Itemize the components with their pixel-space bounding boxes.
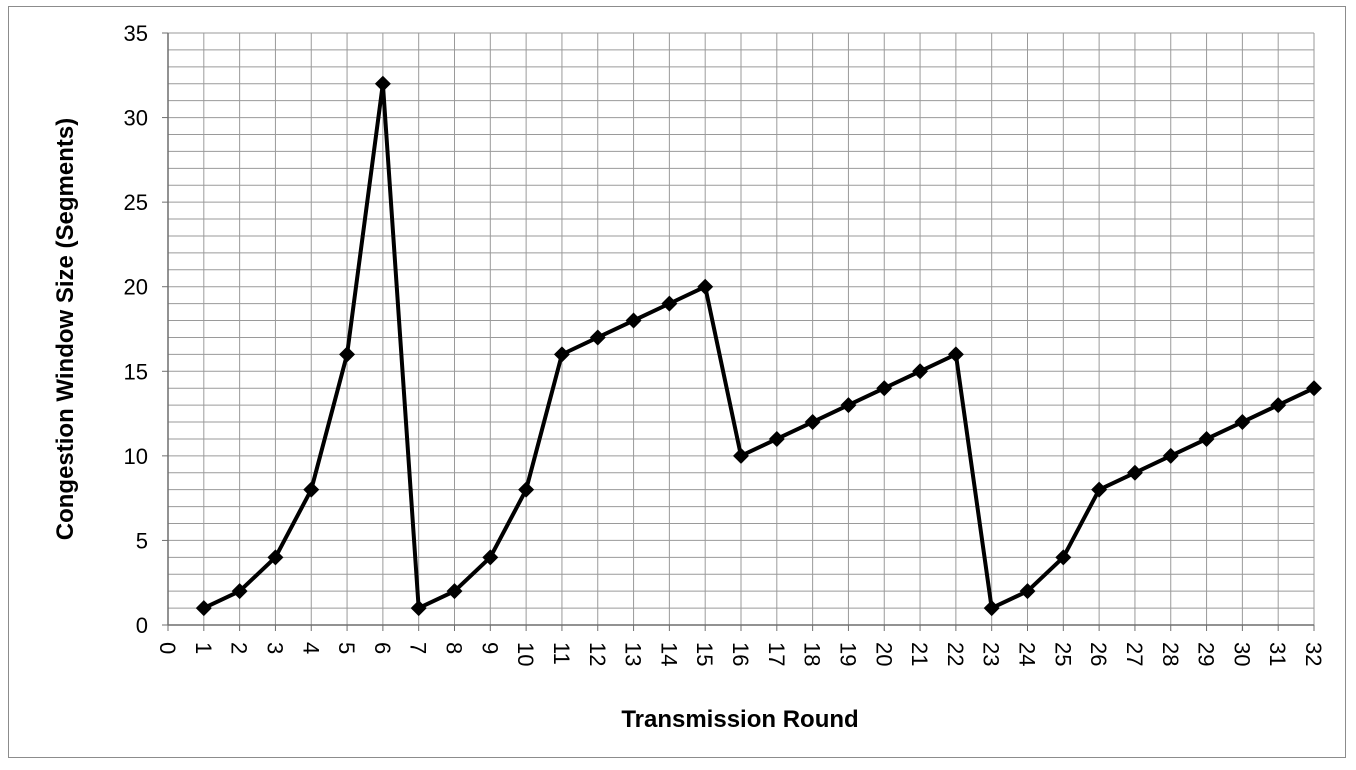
data-point-marker <box>410 600 427 617</box>
data-point-marker <box>876 380 893 397</box>
x-tick-label: 10 <box>513 642 538 666</box>
x-tick-label: 24 <box>1015 642 1040 666</box>
x-tick-labels: 0 1 2 3 4 5 6 7 8 9 10 11 12 13 14 15 16 17 18 19 20 21 22 23 24… <box>155 642 1326 666</box>
grid-lines <box>167 32 1315 626</box>
x-tick-label: 32 <box>1301 642 1326 666</box>
x-tick-label: 0 <box>155 642 180 654</box>
y-tick-label: 25 <box>124 190 148 215</box>
data-point-marker <box>446 583 463 600</box>
x-axis-title: Transmission Round <box>621 706 858 733</box>
x-tick-label: 26 <box>1086 642 1111 666</box>
data-point-marker <box>1270 397 1287 414</box>
y-tick-label: 10 <box>124 444 148 469</box>
data-point-marker <box>553 346 570 363</box>
x-tick-label: 21 <box>907 642 932 666</box>
x-tick-label: 5 <box>334 642 359 654</box>
data-point-marker <box>625 312 642 329</box>
data-point-marker <box>768 430 785 447</box>
chart-frame <box>8 6 1346 758</box>
data-point-marker <box>231 583 248 600</box>
data-point-marker <box>1198 430 1215 447</box>
x-tick-label: 25 <box>1050 642 1075 666</box>
x-tick-label: 18 <box>800 642 825 666</box>
x-tick-label: 28 <box>1158 642 1183 666</box>
y-tick-label: 0 <box>136 613 148 638</box>
y-tick-label: 5 <box>136 528 148 553</box>
x-tick-label: 14 <box>656 642 681 666</box>
data-point-marker <box>733 447 749 464</box>
x-tick-label: 3 <box>262 642 287 654</box>
x-tick-label: 27 <box>1122 642 1147 666</box>
x-tick-label: 15 <box>692 642 717 666</box>
data-point-marker <box>1234 414 1251 431</box>
x-tick-label: 6 <box>370 642 395 654</box>
x-tick-label: 30 <box>1229 642 1254 666</box>
x-tick-label: 4 <box>298 642 323 654</box>
x-tick-label: 2 <box>227 642 252 654</box>
data-point-marker <box>374 75 391 92</box>
data-point-marker <box>1091 481 1108 498</box>
data-point-marker <box>697 278 714 295</box>
x-tick-label: 9 <box>477 642 502 654</box>
data-point-marker <box>339 346 356 363</box>
data-point-marker <box>303 481 320 498</box>
data-point-marker <box>947 346 964 363</box>
x-tick-label: 31 <box>1265 642 1290 666</box>
x-tick-label: 7 <box>406 642 431 654</box>
data-point-marker <box>1055 549 1072 566</box>
data-point-marker <box>267 549 284 566</box>
x-tick-label: 29 <box>1194 642 1219 666</box>
data-point-marker <box>661 295 678 312</box>
y-tick-label: 15 <box>124 359 148 384</box>
data-point-marker <box>804 414 821 431</box>
x-tick-label: 20 <box>871 642 896 666</box>
x-tick-label: 11 <box>549 642 574 665</box>
data-point-marker <box>1019 583 1036 600</box>
x-tick-label: 19 <box>835 642 860 666</box>
y-tick-label: 30 <box>124 106 148 131</box>
series-line <box>202 81 1315 611</box>
x-tick-label: 22 <box>943 642 968 666</box>
y-tick-label: 35 <box>124 21 148 46</box>
y-tick-label: 20 <box>124 275 148 300</box>
data-point-marker <box>1162 447 1179 464</box>
axes <box>162 32 1315 631</box>
x-tick-label: 23 <box>979 642 1004 666</box>
data-point-marker <box>912 363 929 380</box>
data-point-marker <box>482 549 499 566</box>
x-tick-label: 8 <box>442 642 467 654</box>
data-point-marker <box>1306 380 1322 397</box>
data-point-marker <box>589 329 606 346</box>
y-axis-title: Congestion Window Size (Segments) <box>52 118 79 540</box>
y-tick-labels: 0 5 10 15 20 25 30 35 <box>124 21 148 638</box>
x-tick-label: 17 <box>764 642 789 666</box>
data-point-marker <box>195 600 212 617</box>
data-point-marker <box>1126 464 1143 481</box>
x-tick-label: 1 <box>191 642 216 654</box>
data-point-marker <box>518 481 535 498</box>
x-tick-label: 13 <box>621 642 646 666</box>
data-point-marker <box>983 600 1000 617</box>
x-tick-label: 16 <box>728 642 753 666</box>
data-point-marker <box>840 397 857 414</box>
series-layer <box>195 75 1322 617</box>
x-tick-label: 12 <box>585 642 610 666</box>
